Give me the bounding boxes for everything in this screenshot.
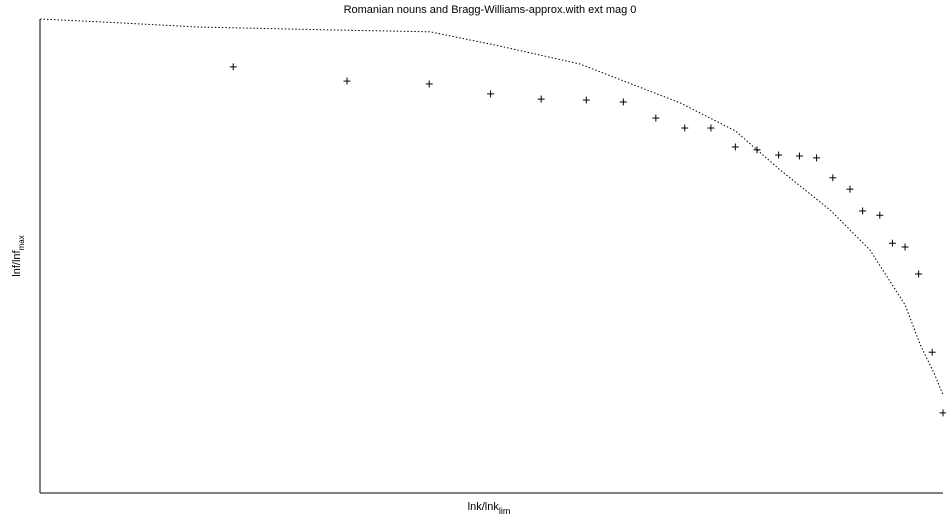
data-point (846, 185, 854, 193)
data-point (829, 174, 837, 182)
data-point (939, 409, 946, 417)
data-point (652, 114, 660, 122)
data-point (775, 151, 783, 159)
y-label-sub: max (17, 235, 26, 250)
x-axis-label: lnk/lnklim (468, 501, 511, 516)
data-point (731, 143, 739, 151)
data-point (425, 80, 433, 88)
data-point (876, 211, 884, 219)
data-point (901, 243, 909, 251)
data-point (888, 239, 896, 247)
data-point (582, 96, 590, 104)
data-point (753, 146, 761, 154)
data-point (859, 207, 867, 215)
x-label-main: lnk/lnk (468, 501, 500, 513)
fit-line (39, 18, 944, 396)
chart-title: Romanian nouns and Bragg-Williams-approx… (344, 4, 637, 16)
y-label-main: lnf/lnf (11, 249, 23, 276)
data-point (681, 124, 689, 132)
data-point (813, 154, 821, 162)
data-point (229, 63, 237, 71)
data-point (619, 98, 627, 106)
y-axis-label: lnf/lnfmax (11, 235, 26, 276)
data-point (487, 90, 495, 98)
x-label-sub: lim (499, 506, 511, 516)
data-point (928, 348, 936, 356)
data-point (707, 124, 715, 132)
data-point (795, 152, 803, 160)
data-point (343, 77, 351, 85)
data-point (915, 270, 923, 278)
data-point (537, 95, 545, 103)
